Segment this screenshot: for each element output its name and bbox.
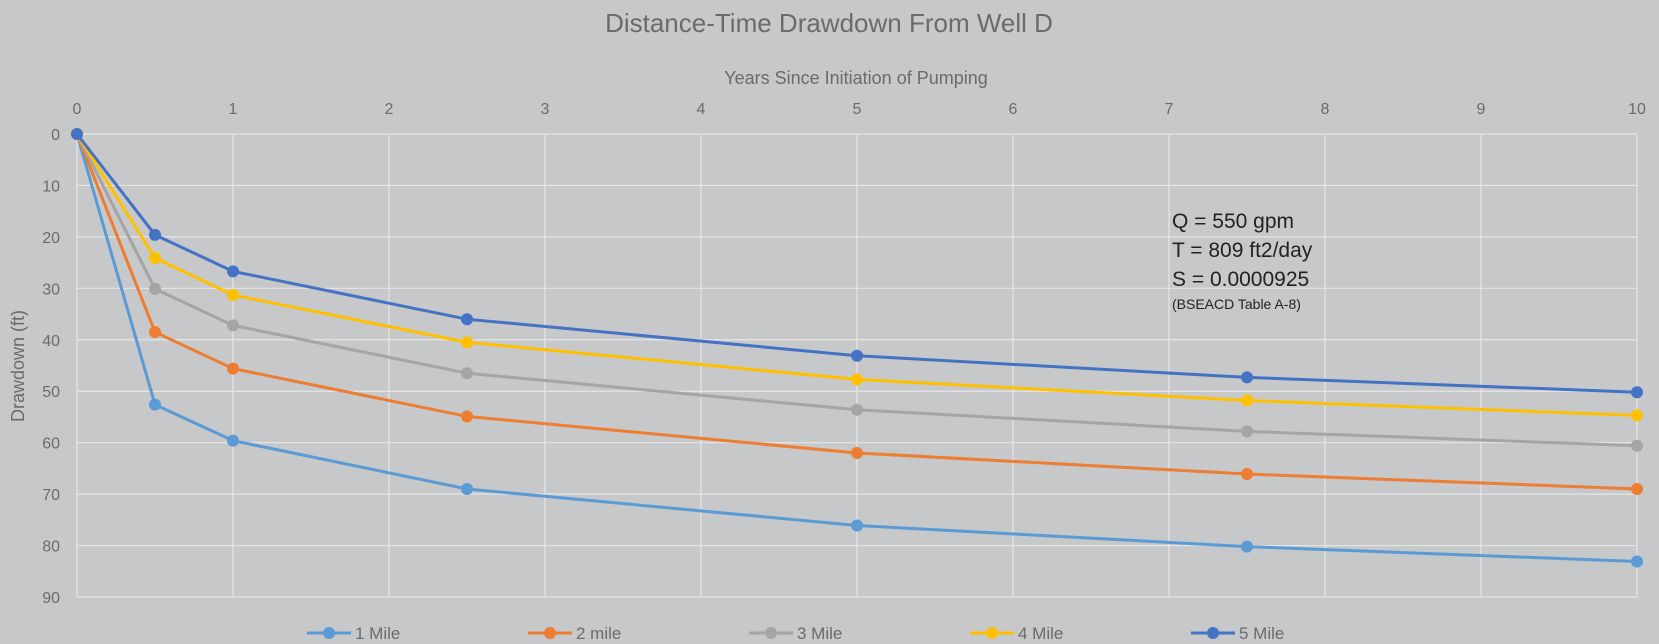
legend-swatch-marker (544, 627, 556, 639)
x-tick-label: 9 (1477, 101, 1486, 118)
data-point (1631, 439, 1643, 452)
y-tick-label: 10 (42, 178, 60, 195)
legend: 1 Mile 2 mile 3 Mile 4 Mile 5 Mile (307, 624, 1284, 643)
y-tick-label: 0 (51, 127, 60, 144)
data-point (851, 349, 863, 362)
data-point (461, 482, 473, 495)
data-point (851, 403, 863, 416)
series-1-mile (71, 128, 1643, 568)
data-point (461, 336, 473, 349)
x-tick-label: 8 (1321, 101, 1330, 118)
data-point (461, 367, 473, 380)
y-tick-label: 40 (42, 333, 60, 350)
y-axis-title: Drawdown (ft) (8, 310, 28, 422)
legend-swatch-marker (323, 627, 335, 639)
data-point (1631, 482, 1643, 495)
y-tick-label: 70 (42, 487, 60, 504)
x-tick-label: 10 (1628, 101, 1646, 118)
data-point (1241, 425, 1253, 438)
x-tick-label: 6 (1009, 101, 1018, 118)
data-point (461, 410, 473, 423)
x-tick-label: 7 (1165, 101, 1174, 118)
y-tick-label: 30 (42, 281, 60, 298)
x-tick-label: 1 (229, 101, 238, 118)
y-tick-label: 20 (42, 230, 60, 247)
data-point (149, 282, 161, 295)
x-axis-title: Years Since Initiation of Pumping (724, 68, 988, 88)
legend-label: 1 Mile (355, 624, 400, 643)
y-tick-label: 90 (42, 590, 60, 607)
annotation-line-1: Q = 550 gpm (1172, 210, 1294, 233)
data-point (71, 128, 83, 140)
data-point (1631, 555, 1643, 568)
data-point (1631, 386, 1643, 399)
annotation-box: Q = 550 gpm T = 809 ft2/day S = 0.000092… (1172, 210, 1313, 312)
data-point (149, 398, 161, 411)
data-point (851, 373, 863, 386)
x-tick-label: 2 (385, 101, 394, 118)
data-point (227, 319, 239, 332)
series-5-mile (71, 128, 1643, 399)
x-tick-label: 0 (73, 101, 82, 118)
series-4-mile (71, 128, 1643, 422)
data-point (851, 446, 863, 459)
data-point (1241, 371, 1253, 384)
annotation-line-2: T = 809 ft2/day (1172, 239, 1313, 262)
legend-label: 4 Mile (1018, 624, 1063, 643)
data-point (227, 289, 239, 302)
data-point (1241, 394, 1253, 407)
data-point (461, 313, 473, 326)
data-point (1241, 540, 1253, 553)
legend-swatch-marker (765, 627, 777, 639)
legend-swatch-marker (986, 627, 998, 639)
data-point (149, 251, 161, 264)
x-tick-label: 5 (853, 101, 862, 118)
data-point (149, 228, 161, 241)
y-tick-label: 80 (42, 539, 60, 556)
data-point (227, 265, 239, 278)
data-point (1241, 468, 1253, 481)
annotation-line-3: S = 0.0000925 (1172, 268, 1309, 291)
data-point (1631, 409, 1643, 422)
grid-layer: 0 1 2 3 4 5 6 7 8 9 10 0 10 20 30 40 50 60 70 80 90 (42, 101, 1646, 607)
legend-label: 2 mile (576, 624, 621, 643)
data-point (851, 519, 863, 532)
data-point (227, 434, 239, 447)
data-point (227, 362, 239, 375)
annotation-source: (BSEACD Table A-8) (1172, 296, 1301, 312)
y-tick-label: 60 (42, 436, 60, 453)
legend-label: 5 Mile (1239, 624, 1284, 643)
y-tick-label: 50 (42, 384, 60, 401)
x-tick-label: 3 (541, 101, 550, 118)
data-point (149, 326, 161, 339)
chart-title: Distance-Time Drawdown From Well D (605, 8, 1053, 38)
x-tick-label: 4 (697, 101, 706, 118)
series-layer (71, 128, 1643, 568)
legend-label: 3 Mile (797, 624, 842, 643)
legend-swatch-marker (1207, 627, 1219, 639)
